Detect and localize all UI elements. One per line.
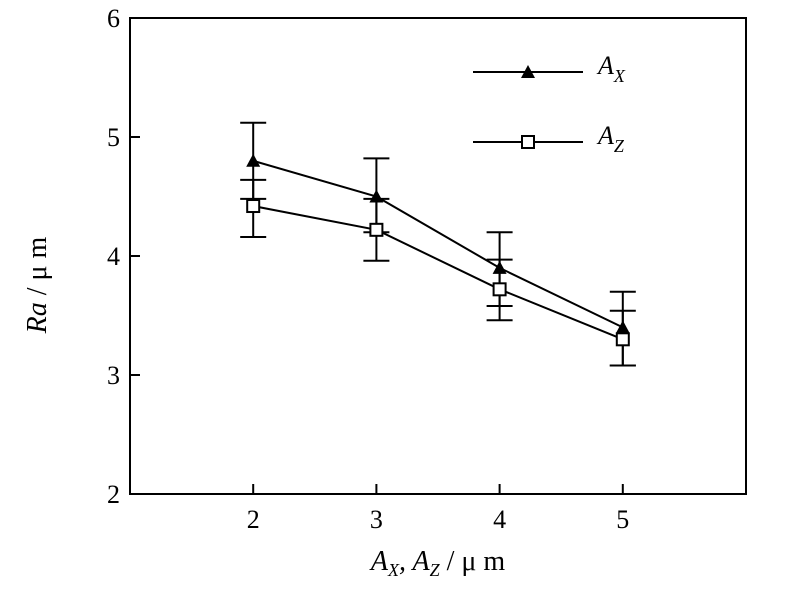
data-point [246, 153, 261, 167]
x-tick-label: 3 [370, 505, 383, 534]
plot-frame [129, 17, 747, 495]
x-axis-title-a1: A [369, 546, 389, 577]
x-axis-title-sub1: X [387, 560, 400, 580]
legend-marker [521, 65, 535, 78]
y-tick-label: 2 [107, 480, 120, 509]
x-axis-title: AX, AZ / μ m [369, 546, 506, 580]
legend-label: AZ [596, 121, 625, 156]
legend-marker [521, 135, 535, 149]
x-axis-ticks: 2 3 4 5 [247, 484, 629, 534]
x-tick-label: 5 [616, 505, 629, 534]
y-tick-label: 5 [107, 123, 120, 152]
series-ax [240, 121, 636, 367]
data-point [615, 332, 630, 347]
y-tick-label: 6 [107, 4, 120, 33]
x-axis-title-unit: / μ m [440, 546, 506, 577]
y-tick-label: 3 [107, 361, 120, 390]
x-axis-title-sep: , A [399, 546, 430, 577]
y-axis-title-unit: / μ m [22, 236, 53, 302]
legend-label: AX [596, 51, 626, 86]
x-tick-label: 4 [493, 505, 506, 534]
series-line [253, 205, 624, 341]
data-point [246, 199, 261, 214]
series-az [240, 178, 636, 367]
x-axis-title-sub2: Z [430, 560, 441, 580]
data-point [492, 282, 507, 297]
y-tick-label: 4 [107, 242, 120, 271]
legend: AX AZ [473, 51, 626, 156]
y-axis-ticks: 2 3 4 5 6 [107, 4, 140, 509]
series-layer [240, 121, 636, 367]
legend-item: AZ [473, 121, 625, 156]
legend-item: AX [473, 51, 626, 86]
series-line [252, 159, 624, 329]
data-point [369, 222, 384, 237]
y-axis-title-italic: Ra [22, 302, 53, 334]
x-tick-label: 2 [247, 505, 260, 534]
y-axis-title: Ra / μ m [22, 236, 53, 334]
